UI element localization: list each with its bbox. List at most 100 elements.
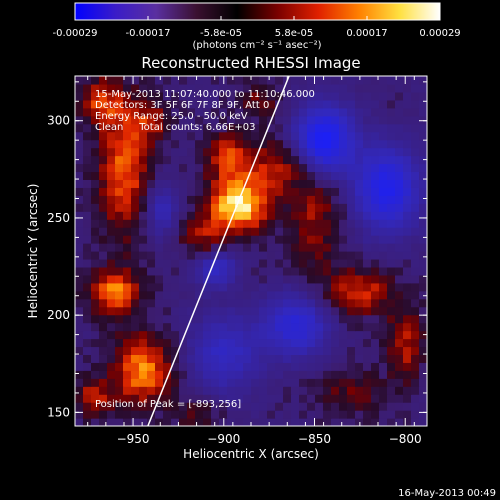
heatmap-cell (115, 195, 124, 204)
heatmap-cell (115, 235, 124, 244)
heatmap-cell (323, 123, 332, 133)
heatmap-cell (187, 131, 196, 141)
heatmap-cell (99, 354, 108, 363)
heatmap-cell (147, 235, 156, 244)
heatmap-cell (403, 362, 412, 371)
heatmap-cell (331, 139, 340, 149)
heatmap-cell (291, 83, 300, 93)
heatmap-cell (259, 330, 268, 340)
heatmap-cell (291, 243, 300, 252)
heatmap-cell (155, 91, 164, 101)
heatmap-cell (251, 258, 260, 268)
heatmap-cell (171, 386, 180, 395)
heatmap-cell (235, 418, 244, 426)
heatmap-cell (363, 227, 372, 236)
heatmap-cell (315, 306, 324, 316)
heatmap-cell (91, 139, 100, 149)
heatmap-cell (267, 266, 276, 276)
heatmap-cell (323, 203, 332, 212)
heatmap-cell (299, 251, 308, 260)
heatmap-cell (155, 163, 164, 173)
heatmap-cell (411, 187, 420, 196)
heatmap-cell (99, 203, 108, 212)
heatmap-cell (411, 322, 420, 332)
heatmap-cell (323, 410, 332, 419)
heatmap-cell (419, 266, 427, 276)
heatmap-cell (379, 410, 388, 419)
heatmap-cell (155, 107, 164, 117)
heatmap-cell (179, 274, 188, 284)
heatmap-cell (123, 282, 132, 292)
heatmap-cell (267, 179, 276, 188)
heatmap-cell (347, 107, 356, 117)
heatmap-cell (147, 179, 156, 188)
colorbar-ticks: -0.00029 -0.00017 -5.8e-05 5.8e-05 0.00017 0.… (53, 16, 461, 39)
heatmap-cell (179, 139, 188, 149)
heatmap-cell (299, 346, 308, 355)
heatmap-cell (267, 298, 276, 308)
heatmap-cell (339, 354, 348, 363)
heatmap-cell (419, 370, 427, 379)
heatmap-cells (75, 76, 427, 426)
heatmap-cell (147, 107, 156, 117)
heatmap-cell (395, 203, 404, 212)
heatmap-cell (203, 282, 212, 292)
heatmap-cell (363, 235, 372, 244)
heatmap-cell (387, 306, 396, 316)
heatmap-cell (211, 99, 220, 109)
heatmap-cell (99, 155, 108, 165)
heatmap-cell (275, 274, 284, 284)
heatmap-cell (83, 258, 92, 268)
heatmap-cell (379, 155, 388, 165)
heatmap-cell (379, 370, 388, 379)
heatmap-cell (323, 99, 332, 109)
heatmap-cell (387, 179, 396, 188)
heatmap-cell (203, 235, 212, 244)
heatmap-cell (235, 211, 244, 220)
heatmap-cell (107, 91, 116, 101)
heatmap-cell (363, 131, 372, 141)
heatmap-cell (283, 243, 292, 252)
heatmap-cell (371, 378, 380, 387)
heatmap-cell (347, 314, 356, 324)
heatmap-cell (243, 163, 252, 173)
heatmap-cell (307, 179, 316, 188)
heatmap-cell (267, 187, 276, 196)
heatmap-cell (363, 306, 372, 316)
heatmap-cell (275, 418, 284, 426)
heatmap-cell (355, 171, 364, 180)
heatmap-cell (315, 266, 324, 276)
heatmap-cell (379, 163, 388, 173)
heatmap-cell (139, 99, 148, 109)
heatmap-cell (323, 147, 332, 157)
heatmap-cell (355, 418, 364, 426)
heatmap-cell (219, 251, 228, 260)
heatmap-cell (379, 418, 388, 426)
heatmap-cell (195, 163, 204, 173)
heatmap-cell (91, 266, 100, 276)
heatmap-cell (419, 251, 427, 260)
heatmap-cell (259, 290, 268, 300)
heatmap-cell (203, 306, 212, 316)
heatmap-cell (219, 187, 228, 196)
heatmap-cell (147, 386, 156, 395)
heatmap-cell (179, 306, 188, 316)
heatmap-cell (331, 123, 340, 133)
heatmap-cell (315, 338, 324, 348)
heatmap-cell (259, 91, 268, 101)
heatmap-cell (251, 187, 260, 196)
heatmap-cell (403, 338, 412, 348)
heatmap-cell (235, 386, 244, 395)
heatmap-cell (107, 386, 116, 395)
heatmap-cell (251, 330, 260, 340)
heatmap-cell (275, 115, 284, 125)
heatmap-cell (243, 83, 252, 93)
heatmap-cell (227, 290, 236, 300)
heatmap-cell (323, 338, 332, 348)
x-tick-label: −850 (298, 432, 331, 446)
heatmap-cell (339, 298, 348, 308)
heatmap-cell (179, 338, 188, 348)
heatmap-cell (379, 187, 388, 196)
heatmap-cell (339, 163, 348, 173)
heatmap-cell (315, 243, 324, 252)
